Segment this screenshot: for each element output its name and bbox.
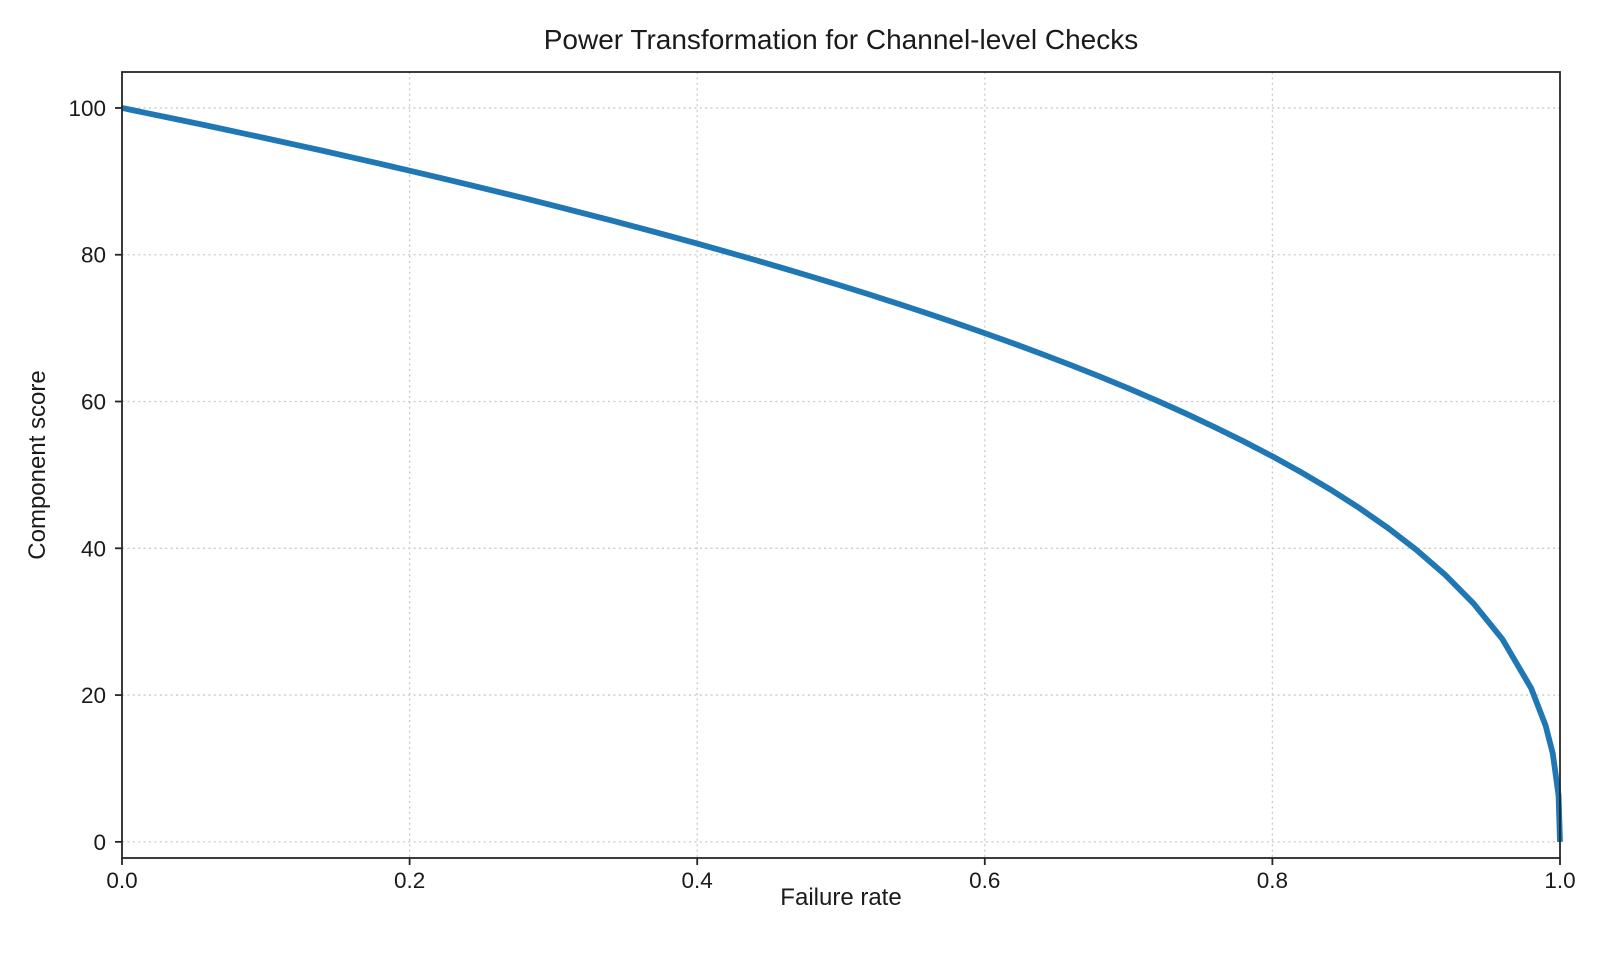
x-tick-label: 0.4	[682, 868, 713, 893]
y-tick-label: 40	[81, 536, 106, 561]
plot-area	[122, 72, 1560, 858]
x-axis-label: Failure rate	[780, 884, 902, 911]
x-tick-label: 0.0	[106, 868, 137, 893]
chart-title: Power Transformation for Channel-level C…	[543, 24, 1139, 55]
y-tick-label: 100	[68, 96, 106, 121]
axes-spines	[121, 71, 1561, 859]
x-tick-label: 0.2	[394, 868, 425, 893]
y-tick-label: 60	[81, 390, 106, 415]
x-tick-label: 0.6	[969, 868, 1000, 893]
y-axis-label: Component score	[24, 370, 51, 560]
y-tick-label: 20	[81, 683, 106, 708]
y-tick-label: 0	[93, 830, 106, 855]
curve-component-score-curve	[121, 105, 1563, 842]
x-tick-label: 1.0	[1544, 868, 1575, 893]
y-tick-label: 80	[81, 243, 106, 268]
x-tick-label: 0.8	[1257, 868, 1288, 893]
